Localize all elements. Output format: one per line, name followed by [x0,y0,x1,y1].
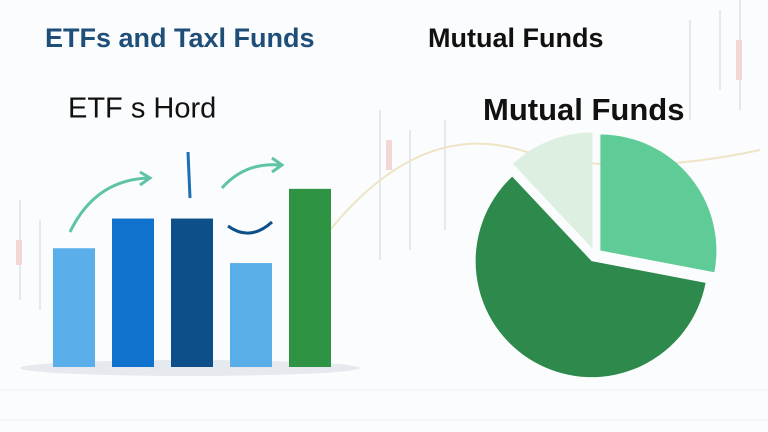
pie-slice [600,134,717,273]
pie-slice [513,132,593,249]
pie-chart-title: Mutual Funds [483,92,684,127]
bar [171,218,213,367]
header-left: ETFs and Taxl Funds [45,23,315,53]
bar [230,263,272,367]
bar-shadow [20,360,360,376]
bar [112,218,154,367]
bar [289,188,331,367]
pie-slice [475,176,706,378]
background-candles [0,0,768,421]
bar-chart-title: ETF s Hord [68,93,216,125]
bar [53,248,95,367]
decorative-arrows [68,151,285,235]
header-right: Mutual Funds [428,23,603,53]
